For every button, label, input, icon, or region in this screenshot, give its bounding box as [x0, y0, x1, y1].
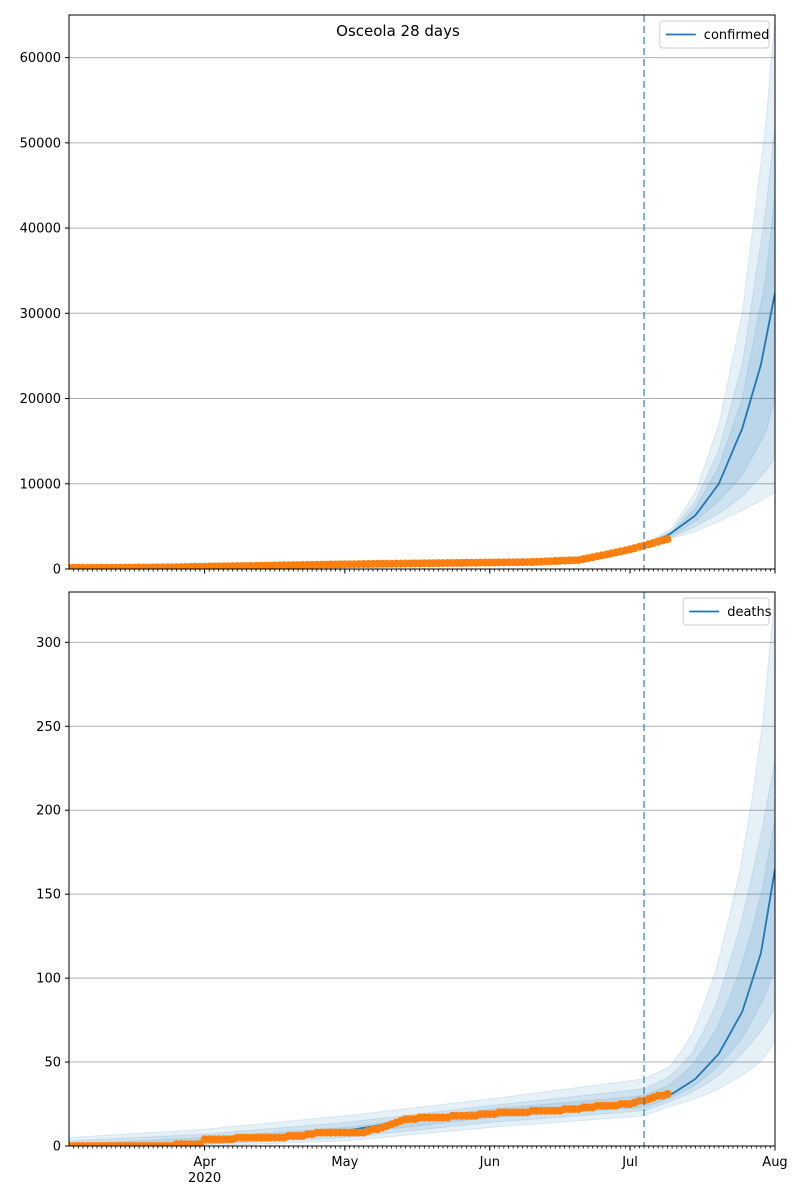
y-tick-label: 60000 [20, 51, 61, 66]
y-tick-label: 300 [36, 636, 61, 651]
uncertainty-band-2 [69, 759, 775, 1146]
confirmed-panel: 0 10000 20000 30000 40000 50000 60000 Osceola 2… [20, 14, 776, 578]
y-tick-label: 100 [36, 972, 61, 987]
observed-point [663, 1090, 672, 1098]
uncertainty-band-2 [643, 125, 775, 545]
y-tick-label: 20000 [20, 392, 61, 407]
x-tick-sublabel: 2020 [188, 1171, 221, 1186]
y-tick-label: 50000 [20, 136, 61, 151]
x-tick-label: Aug [762, 1155, 787, 1170]
y-tick-label: 50 [44, 1056, 61, 1071]
observed-point [663, 535, 672, 544]
legend-label: confirmed [704, 28, 770, 43]
legend-box [659, 20, 770, 49]
x-tick-label: Apr [193, 1155, 216, 1170]
plot-area [69, 592, 775, 1146]
legend-label: deaths [727, 605, 772, 620]
y-tick-label: 40000 [20, 222, 61, 237]
axes-frame [68, 14, 776, 570]
legend-box [682, 597, 770, 626]
y-tick-label: 150 [36, 888, 61, 903]
y-tick-label: 200 [36, 804, 61, 819]
x-tick-label: Jul [621, 1155, 638, 1170]
uncertainty-band-1 [643, 15, 775, 545]
y-tick-label: 250 [36, 720, 61, 735]
chart-title: Osceola 28 days [336, 22, 460, 40]
x-tick-label: Jun [479, 1155, 500, 1170]
plot-area [69, 15, 775, 569]
y-tick-label: 0 [53, 563, 61, 578]
y-tick-label: 0 [53, 1140, 61, 1155]
uncertainty-band-1 [69, 592, 775, 1146]
uncertainty-band-3 [643, 193, 775, 545]
x-tick-label: May [331, 1155, 358, 1170]
y-tick-label: 30000 [20, 307, 61, 322]
y-tick-label: 10000 [20, 477, 61, 492]
axes-frame [68, 591, 776, 1147]
